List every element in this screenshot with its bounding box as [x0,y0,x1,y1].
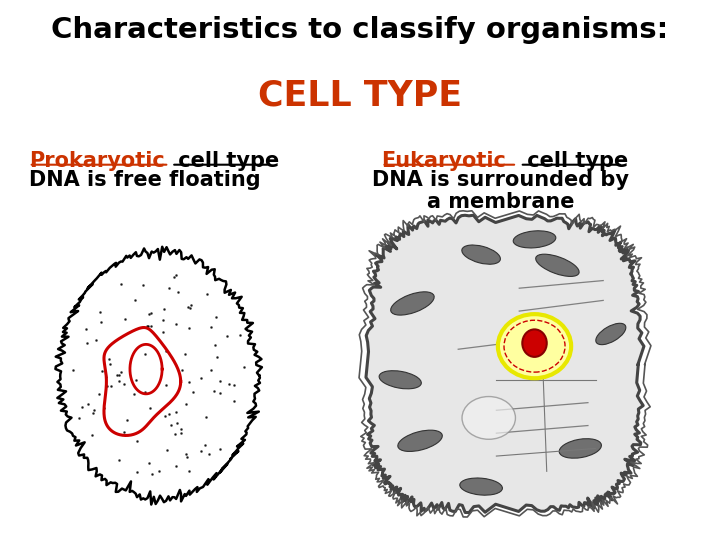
Ellipse shape [559,438,601,458]
Text: a membrane: a membrane [427,192,574,212]
Text: DNA is free floating: DNA is free floating [29,170,261,190]
Ellipse shape [462,245,500,264]
Text: DNA is surrounded by: DNA is surrounded by [372,170,629,190]
Ellipse shape [522,329,546,357]
Ellipse shape [460,478,503,495]
Text: CELL TYPE: CELL TYPE [258,78,462,112]
Text: Eukaryotic: Eukaryotic [382,151,506,171]
Text: cell type: cell type [520,151,628,171]
Polygon shape [366,215,644,512]
Ellipse shape [536,254,579,276]
Text: Characteristics to classify organisms:: Characteristics to classify organisms: [51,16,669,44]
Ellipse shape [462,396,516,439]
Text: Prokaryotic: Prokaryotic [29,151,165,171]
Ellipse shape [498,314,571,378]
Ellipse shape [513,231,556,248]
Ellipse shape [391,292,434,315]
Text: cell type: cell type [171,151,279,171]
Ellipse shape [595,323,626,345]
Ellipse shape [379,370,421,389]
Ellipse shape [398,430,442,451]
